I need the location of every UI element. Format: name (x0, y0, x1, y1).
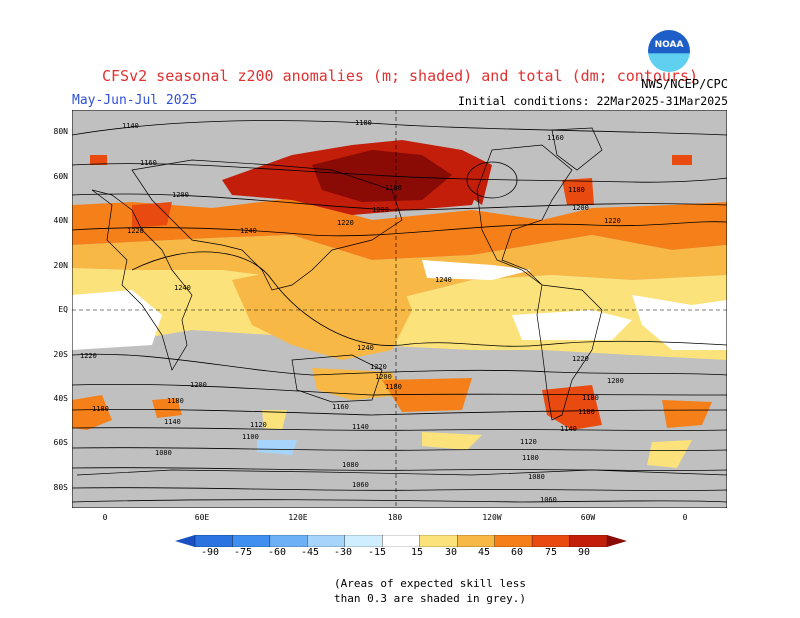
colorbar-tick: 30 (444, 547, 458, 558)
colorbar-tick: -60 (267, 547, 287, 558)
lon-label: 0 (102, 513, 108, 522)
contour-label: 1200 (375, 373, 392, 381)
contour-label: 1160 (547, 134, 564, 142)
colorbar-tick: -15 (367, 547, 387, 558)
contour-label: 1180 (578, 408, 595, 416)
contour-label: 1200 (190, 381, 207, 389)
contour-label: 1240 (357, 344, 374, 352)
contour-label: 1180 (355, 119, 372, 127)
colorbar-tick: -30 (333, 547, 353, 558)
contour-label: 1140 (352, 423, 369, 431)
lat-label: 20S (53, 350, 68, 359)
contour-label: 1140 (122, 122, 139, 130)
contour-label: 1200 (372, 206, 389, 214)
contour-label: 1180 (385, 383, 402, 391)
colorbar-cell (457, 535, 495, 547)
colorbar-tick: 15 (410, 547, 424, 558)
colorbar-cell (419, 535, 458, 547)
lon-label: 0 (682, 513, 688, 522)
contour-label: 1240 (240, 227, 257, 235)
contour-label: 1160 (140, 159, 157, 167)
lat-label: 80N (53, 127, 68, 136)
contour-label: 1180 (582, 394, 599, 402)
lon-label: 60E (194, 513, 210, 522)
contour-label: 1220 (370, 363, 387, 371)
colorbar-cell (194, 535, 233, 547)
contour-label: 1120 (520, 438, 537, 446)
lon-label: 180 (387, 513, 403, 522)
lat-label: EQ (58, 305, 68, 314)
lat-label: 40N (53, 216, 68, 225)
map-title: CFSv2 seasonal z200 anomalies (m; shaded… (101, 67, 699, 85)
contour-label: 1200 (607, 377, 624, 385)
colorbar-cell (307, 535, 345, 547)
colorbar-cell (269, 535, 308, 547)
colorbar-arrow-right (607, 535, 627, 547)
colorbar-tick: 45 (477, 547, 491, 558)
contour-label: 1220 (127, 227, 144, 235)
skill-note: (Areas of expected skill less than 0.3 a… (300, 576, 560, 606)
colorbar-cell (569, 535, 608, 547)
contour-label: 1140 (164, 418, 181, 426)
contour-label: 1160 (332, 403, 349, 411)
colorbar-cell (382, 535, 420, 547)
contour-label: 1100 (242, 433, 259, 441)
colorbar-tick: -45 (300, 547, 320, 558)
skill-note-line2: than 0.3 are shaded in grey.) (333, 592, 527, 605)
contour-label: 1220 (80, 352, 97, 360)
initial-conditions: Initial conditions: 22Mar2025-31Mar2025 (457, 94, 728, 108)
contour-label: 1120 (250, 421, 267, 429)
contour-label: 1180 (568, 186, 585, 194)
lon-label: 120W (482, 513, 502, 522)
contour-label: 1200 (572, 204, 589, 212)
contour-label: 1140 (560, 425, 577, 433)
credit-label: NWS/NCEP/CPC (641, 77, 728, 91)
contour-label: 1240 (435, 276, 452, 284)
lat-label: 60N (53, 172, 68, 181)
colorbar-cell (344, 535, 383, 547)
contour-label: 1220 (572, 355, 589, 363)
contour-label: 1060 (540, 496, 557, 504)
contour-label: 1200 (172, 191, 189, 199)
colorbar-cell (531, 535, 570, 547)
contour-label: 1220 (604, 217, 621, 225)
colorbar-tick: 60 (510, 547, 524, 558)
contour-label: 1100 (522, 454, 539, 462)
contour-label: 1080 (155, 449, 172, 457)
contour-label: 1240 (174, 284, 191, 292)
lat-label: 40S (53, 394, 68, 403)
lat-label: 80S (53, 483, 68, 492)
colorbar-tick: -75 (233, 547, 253, 558)
lat-label: 60S (53, 438, 68, 447)
colorbar-tick: 75 (544, 547, 558, 558)
forecast-period: May-Jun-Jul 2025 (72, 93, 198, 108)
contour-label: 1080 (342, 461, 359, 469)
colorbar-tick: -90 (200, 547, 220, 558)
noaa-logo: NOAA (648, 30, 690, 72)
contour-label: 1220 (337, 219, 354, 227)
lon-label: 120E (288, 513, 308, 522)
contour-label: 1060 (352, 481, 369, 489)
colorbar-cell (232, 535, 271, 547)
skill-note-line1: (Areas of expected skill less (333, 577, 527, 590)
colorbar (175, 535, 627, 547)
contour-label: 1180 (167, 397, 184, 405)
colorbar-cell (494, 535, 533, 547)
anomaly-map: 1140 1180 1160 1160 1180 1180 1200 1200 … (72, 110, 727, 508)
lat-label: 20N (53, 261, 68, 270)
contour-label: 1180 (385, 184, 402, 192)
lon-label: 60W (580, 513, 596, 522)
contour-label: 1080 (528, 473, 545, 481)
contour-label: 1180 (92, 405, 109, 413)
colorbar-tick: 90 (577, 547, 591, 558)
colorbar-arrow-left (175, 535, 195, 547)
